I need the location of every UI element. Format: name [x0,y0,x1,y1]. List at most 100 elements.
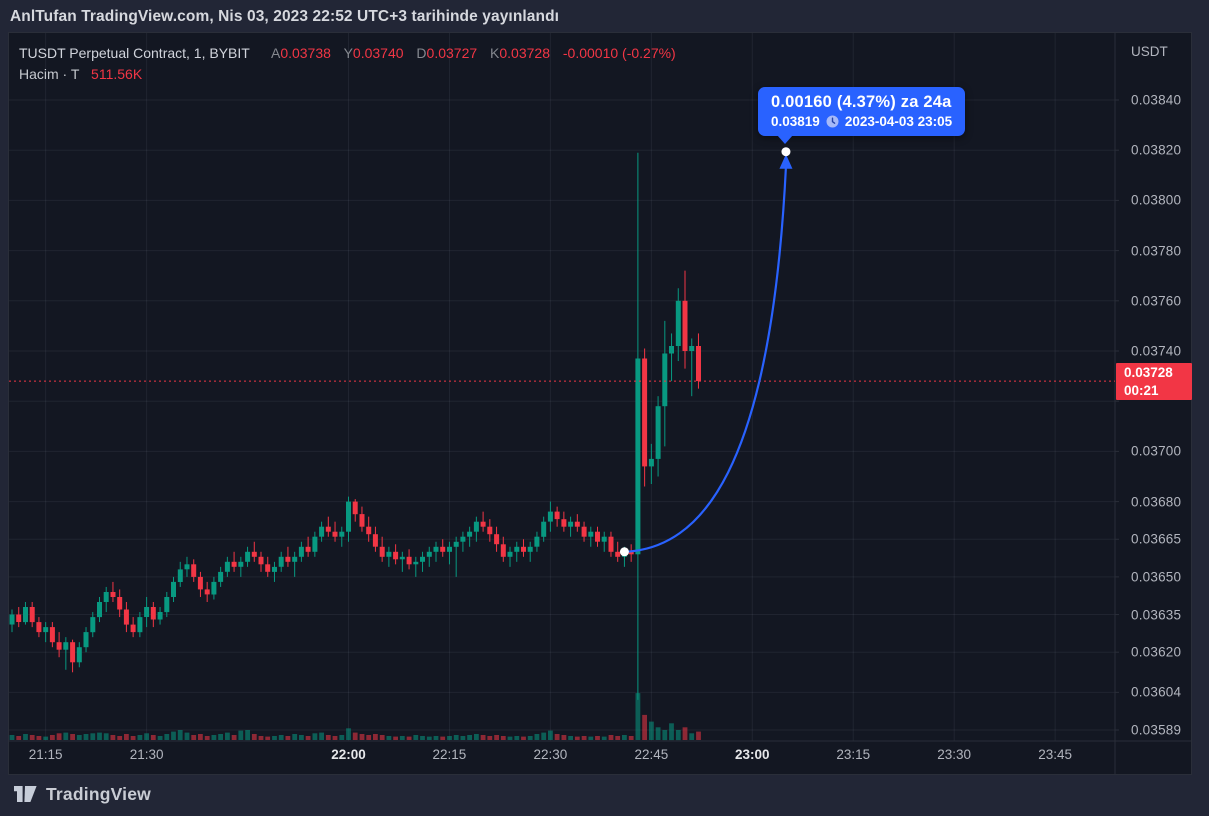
time-tick-label: 23:30 [937,747,972,762]
volume-bar [649,721,654,740]
legend-high-value: 0.03740 [352,45,404,61]
volume-bar [251,734,257,740]
candle-body [292,556,298,562]
candle-body [393,551,399,560]
legend-high-key: Y [343,45,353,61]
candle-body [541,521,547,537]
candle-body [70,642,76,663]
arrowhead-icon [779,154,793,169]
volume-bar [76,735,82,740]
volume-bar [305,736,311,740]
candle-body [682,300,688,351]
candle-body [689,346,695,351]
volume-bar [238,730,244,740]
volume-bar [386,736,392,740]
price-tick-label: 0.03665 [1131,531,1182,547]
candle-body [312,536,318,552]
volume-bar [130,736,136,740]
candle-body [97,602,102,618]
candle-body [63,642,69,650]
candle-body [521,546,526,552]
volume-bar [460,736,466,740]
tradingview-logo-icon[interactable] [14,786,37,803]
candle-body [601,536,607,542]
candle-body [467,531,473,537]
price-tick-label: 0.03650 [1131,569,1182,585]
candle-body [171,581,176,597]
candle-body [278,556,284,567]
volume-bar [258,736,264,740]
volume-bar [379,735,385,740]
candle-body [177,569,183,582]
volume-bar [325,735,331,740]
time-tick-label: 23:00 [735,747,770,762]
candle-body [628,551,634,555]
candle-body [272,566,277,572]
last-price-value: 0.03728 [1124,364,1173,380]
candle-body [487,526,493,535]
arrow-end-dot [781,147,791,157]
chart-legend: TUSDT Perpetual Contract, 1, BYBIT A0.03… [19,45,676,61]
volume-bar [177,730,183,741]
candle-body [406,556,412,565]
volume-bar [426,736,432,740]
candle-body [662,353,668,407]
volume-bar [56,733,62,740]
price-tick-label: 0.03740 [1131,343,1182,359]
candle-body [23,607,28,623]
volume-bar [581,736,587,740]
candle-body [500,544,506,557]
volume-bar [29,735,35,740]
candle-body [608,536,614,552]
volume-bar [608,735,614,740]
candle-body [9,614,15,625]
candle-body [648,458,654,467]
candle-body [440,546,446,552]
footer-branding[interactable]: TradingView [14,784,151,805]
candle-body [420,556,425,562]
legend-close-value: 0.03728 [499,45,550,61]
legend-open-key: A [270,45,281,61]
time-tick-label: 22:45 [634,747,669,762]
time-tick-label: 22:30 [533,747,568,762]
volume-bar [588,736,594,740]
volume-bar [164,734,170,740]
candle-body [669,346,674,354]
price-tick-label: 0.03680 [1131,494,1182,510]
volume-bar [204,736,210,740]
volume-bar [83,734,89,740]
legend-close-key: K [490,45,500,61]
time-tick-label: 21:15 [28,747,63,762]
volume-bar [467,735,472,740]
volume-bar [198,734,203,740]
candle-body [137,617,143,633]
candle-body [157,612,163,620]
footer-brand-text[interactable]: TradingView [46,784,151,804]
candle-body [218,571,224,582]
volume-bar [622,735,627,740]
volume-bar [278,735,284,740]
legend-low-key: D [416,45,427,61]
candle-body [245,551,251,562]
candle-body [150,607,156,620]
candle-body [36,622,42,633]
candle-body [130,624,136,633]
candle-body [224,561,230,572]
chart-panel[interactable] [8,32,1192,775]
price-tick-label: 0.03800 [1131,192,1182,208]
candle-body [49,627,55,643]
volume-bar [137,735,143,740]
arrow-start-dot [619,547,629,557]
volume-bar [211,735,217,740]
candle-body [90,617,96,633]
volume-bar [124,734,129,740]
volume-bar [23,734,28,740]
candle-body [305,546,311,552]
candle-body [211,581,217,595]
volume-bar [16,736,22,740]
time-tick-label: 23:45 [1038,747,1073,762]
candle-body [184,564,190,570]
candle-body [83,632,89,648]
volume-bar [110,735,116,740]
